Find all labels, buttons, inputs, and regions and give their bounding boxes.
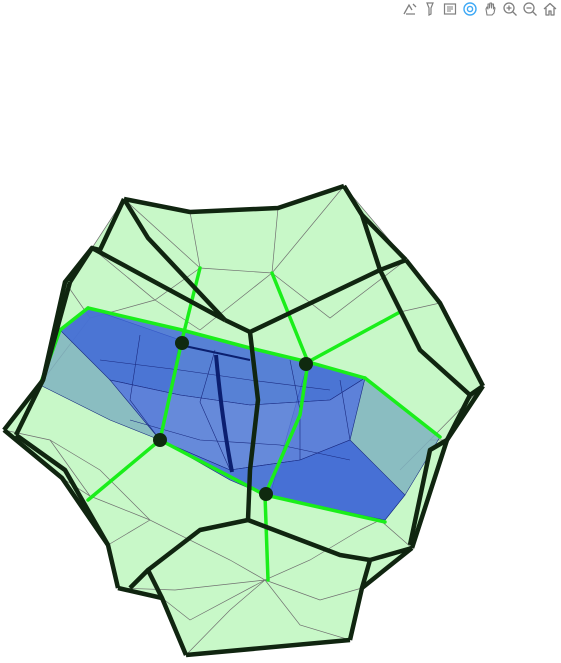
vertex-bottom-right [259,487,273,501]
zoom-out-icon [522,2,537,16]
turntable-icon [484,2,496,16]
inner-edge-dark [214,354,234,473]
inner-edge-dark-2 [179,344,251,361]
zoom-button[interactable] [420,0,439,18]
pan-icon [443,3,456,15]
camera-icon [402,3,416,15]
home-icon [543,2,556,16]
wireframe-lines [3,185,484,656]
download-plot-button[interactable] [400,0,419,18]
orbit-icon [462,2,477,16]
vertex-top-right [299,357,313,371]
highlight-vertices [153,336,313,501]
zoom-out-button[interactable] [520,0,539,18]
inner-polytope [39,307,441,521]
outer-edges [2,183,485,658]
orbit-rotation-button[interactable] [460,0,479,18]
turntable-button[interactable] [480,0,499,18]
pan-button[interactable] [440,0,459,18]
modebar [400,0,559,18]
zoom-icon [425,2,434,16]
zoom-in-button[interactable] [500,0,519,18]
zoom-in-icon [502,2,517,16]
vertex-top-left [175,336,189,350]
vertex-bottom-left [153,433,167,447]
reset-camera-button[interactable] [540,0,559,18]
